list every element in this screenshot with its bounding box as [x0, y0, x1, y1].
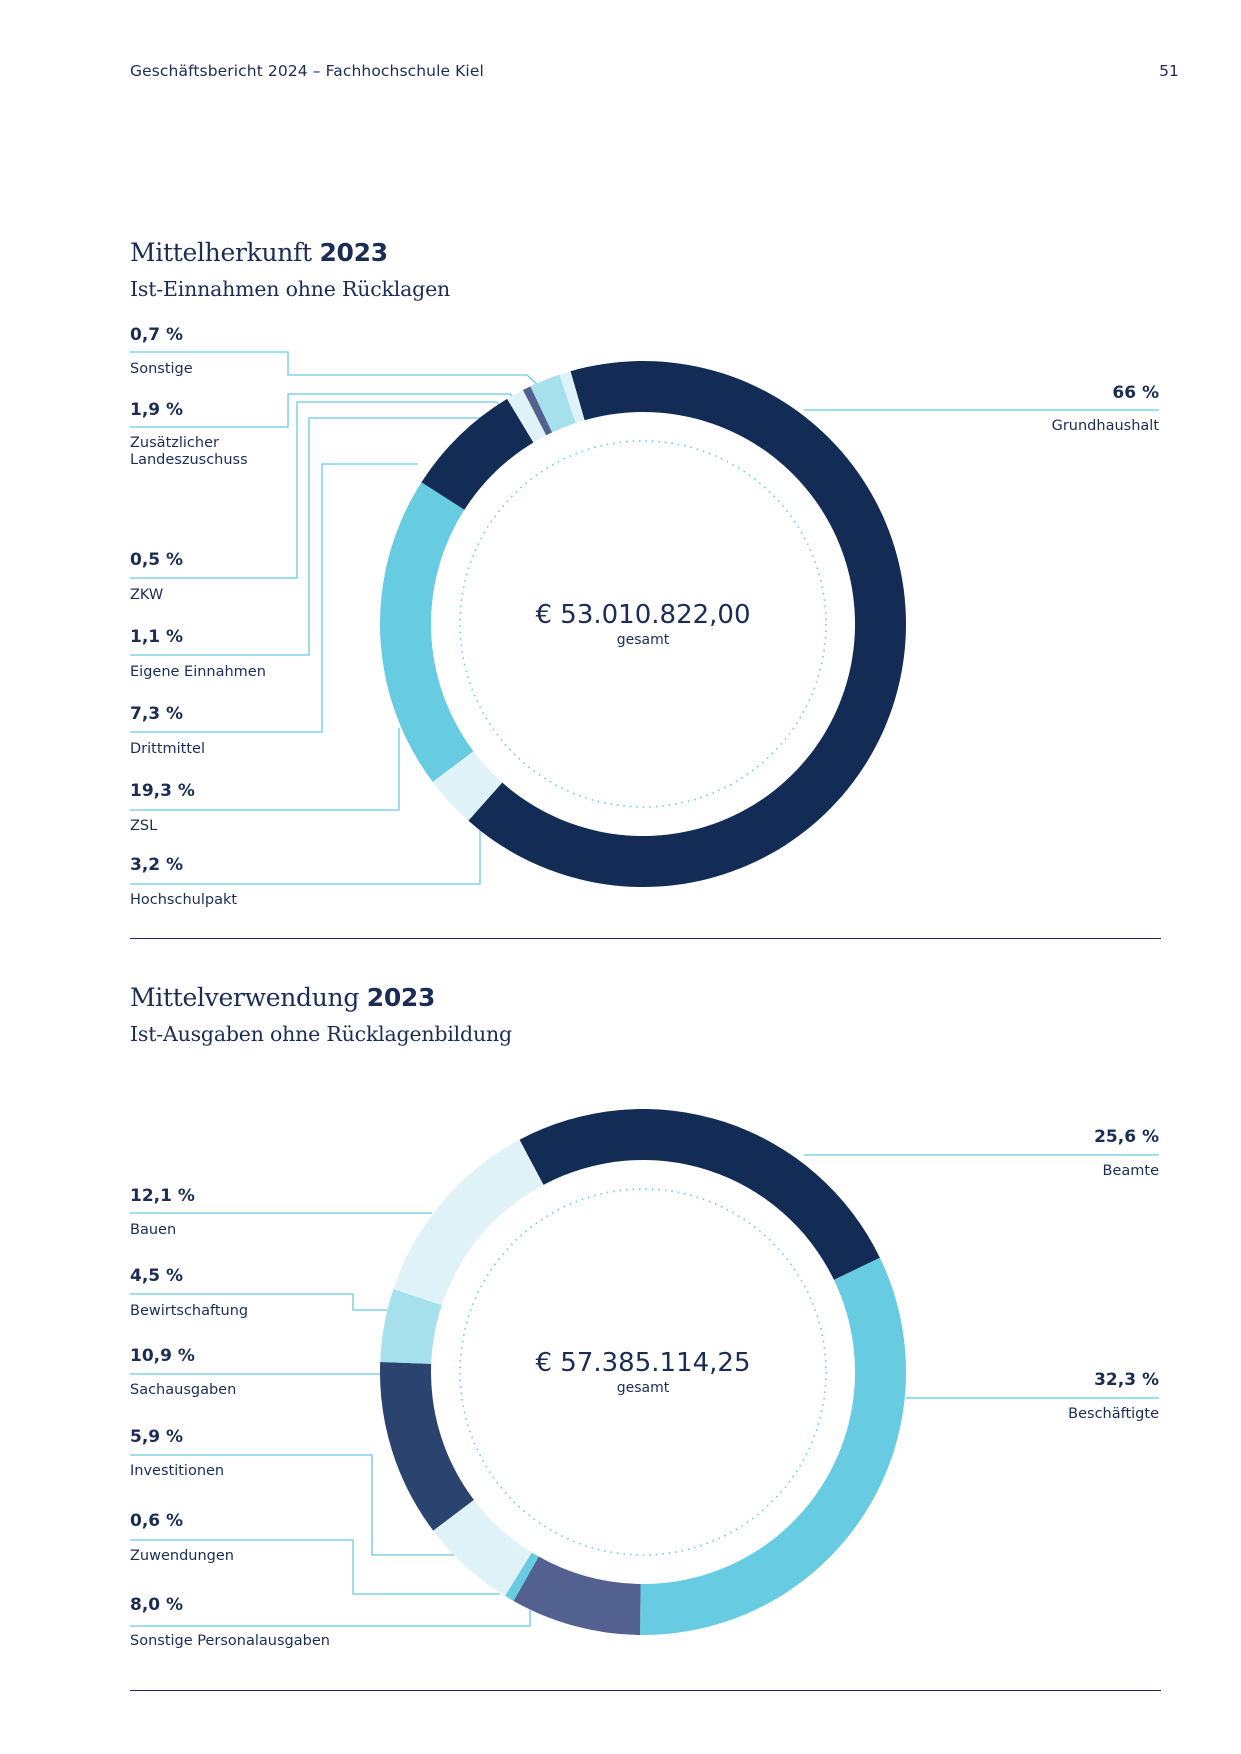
chart1-grundhaushalt-pct: 66 % — [1112, 383, 1159, 403]
chart1-drittmittel-pct: 7,3 % — [130, 704, 184, 724]
page-number: 51 — [1159, 62, 1179, 80]
chart1-hochschulpakt-pct: 3,2 % — [130, 855, 184, 875]
chart1-drittmittel-label: Drittmittel — [130, 741, 205, 757]
chart2-sonstige-personalausgaben-label: Sonstige Personalausgaben — [130, 1633, 330, 1649]
chart2-slice-beschaeftigte — [640, 1257, 906, 1635]
chart2-sonstige-personalausgaben-pct: 8,0 % — [130, 1595, 184, 1615]
chart2-sachausgaben-label: Sachausgaben — [130, 1382, 237, 1398]
chart1-total-label: gesamt — [616, 632, 670, 648]
chart2-slice-bewirtschaftung — [380, 1289, 442, 1364]
chart1-slice-hochschulpakt — [432, 751, 503, 821]
chart2-slice-investitionen — [433, 1499, 532, 1596]
chart1-slice-zkw — [522, 386, 553, 436]
chart2-bewirtschaftung-label: Bewirtschaftung — [130, 1303, 249, 1319]
chart2-subtitle: Ist-Ausgaben ohne Rücklagenbildung — [130, 1022, 512, 1046]
chart2-slice-zuwendungen — [505, 1552, 539, 1601]
chart1-title-year: 2023 — [319, 238, 388, 267]
chart2-slice-beamte — [519, 1109, 880, 1280]
chart1-zsl-label: ZSL — [130, 818, 158, 834]
chart1-eigene-einnahmen-pct: 1,1 % — [130, 627, 184, 647]
chart1-slice-zusaetzlicher-landeszuschuss — [530, 374, 576, 433]
chart2-beamte-pct: 25,6 % — [1094, 1127, 1159, 1147]
chart2-slice-sachausgaben — [380, 1361, 474, 1531]
chart1-title-block: Mittelherkunft 2023 — [130, 240, 388, 265]
chart2-title: Mittelverwendung — [130, 983, 360, 1012]
chart2-sachausgaben-pct: 10,9 % — [130, 1346, 195, 1366]
chart2-slice-bauen — [393, 1139, 544, 1306]
chart1-grundhaushalt-label: Grundhaushalt — [1051, 418, 1159, 434]
chart1-landeszuschuss-label: Zusätzlicher Landeszuschuss — [130, 435, 248, 468]
chart2-investitionen-pct: 5,9 % — [130, 1427, 184, 1447]
section-divider-1 — [130, 938, 1161, 939]
chart1-eigene-einnahmen-label: Eigene Einnahmen — [130, 664, 266, 680]
chart2-slice-sonstige-personalausgaben — [513, 1556, 641, 1635]
chart1-slice-zsl — [380, 482, 474, 782]
chart2-title-year: 2023 — [366, 983, 436, 1012]
chart2-title-block: Mittelverwendung 2023 — [130, 985, 435, 1010]
chart1-landeszuschuss-pct: 1,9 % — [130, 400, 184, 420]
chart1-total: € 53.010.822,00 — [535, 600, 751, 630]
chart1-sonstige-label: Sonstige — [130, 361, 193, 377]
chart2-zuwendungen-pct: 0,6 % — [130, 1511, 184, 1531]
chart1-hochschulpakt-label: Hochschulpakt — [130, 892, 238, 908]
chart2-zuwendungen-label: Zuwendungen — [130, 1548, 234, 1564]
chart2-bauen-pct: 12,1 % — [130, 1186, 195, 1206]
chart1-sonstige-pct: 0,7 % — [130, 325, 184, 345]
chart2-total-label: gesamt — [616, 1380, 670, 1396]
chart2-total: € 57.385.114,25 — [535, 1348, 751, 1378]
chart2-beschaeftigte-pct: 32,3 % — [1094, 1370, 1159, 1390]
chart2-bauen-label: Bauen — [130, 1222, 177, 1238]
chart1-title: Mittelherkunft — [130, 238, 312, 267]
section-divider-2 — [130, 1690, 1161, 1691]
chart1-zkw-label: ZKW — [130, 587, 164, 603]
chart1-slice-sonstige — [559, 371, 585, 423]
chart2-beschaeftigte-label: Beschäftigte — [1068, 1406, 1159, 1422]
chart2-bewirtschaftung-pct: 4,5 % — [130, 1266, 184, 1286]
chart2-investitionen-label: Investitionen — [130, 1463, 225, 1479]
chart1-zsl-pct: 19,3 % — [130, 781, 195, 801]
chart1-slice-eigene-einnahmen — [507, 389, 547, 443]
chart2-beamte-label: Beamte — [1102, 1163, 1160, 1179]
chart1-subtitle: Ist-Einnahmen ohne Rücklagen — [130, 277, 450, 301]
chart1-zkw-pct: 0,5 % — [130, 550, 184, 570]
report-title: Geschäftsbericht 2024 – Fachhochschule K… — [130, 62, 484, 80]
chart1-slice-drittmittel — [421, 398, 534, 510]
